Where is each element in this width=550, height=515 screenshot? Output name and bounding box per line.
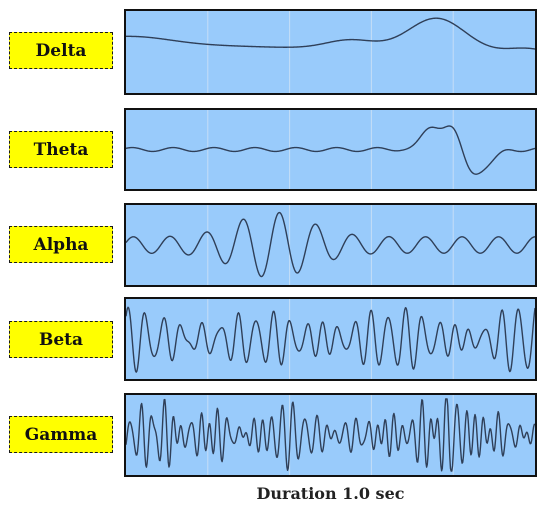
waveform-panel-theta — [124, 108, 537, 191]
band-label-delta: Delta — [9, 32, 113, 69]
waveform-alpha — [126, 205, 535, 285]
waveform-theta — [126, 110, 535, 189]
band-label-beta: Beta — [9, 321, 113, 358]
waveform-panel-delta — [124, 9, 537, 95]
grid-delta — [207, 11, 454, 93]
band-label-gamma: Gamma — [9, 416, 113, 453]
waveform-delta — [126, 11, 535, 93]
grid-theta — [207, 110, 454, 189]
wave-trace-theta — [126, 125, 535, 175]
waveform-panel-gamma — [124, 393, 537, 477]
waveform-gamma — [126, 395, 535, 475]
duration-caption: Duration 1.0 sec — [256, 484, 405, 503]
waveform-beta — [126, 299, 535, 379]
band-label-alpha: Alpha — [9, 226, 113, 263]
wave-trace-delta — [126, 17, 535, 50]
grid-beta — [207, 299, 454, 379]
waveform-panel-alpha — [124, 203, 537, 287]
band-label-theta: Theta — [9, 131, 113, 168]
waveform-panel-beta — [124, 297, 537, 381]
wave-trace-alpha — [126, 211, 535, 278]
wave-trace-beta — [126, 306, 535, 373]
wave-trace-gamma — [126, 398, 535, 472]
